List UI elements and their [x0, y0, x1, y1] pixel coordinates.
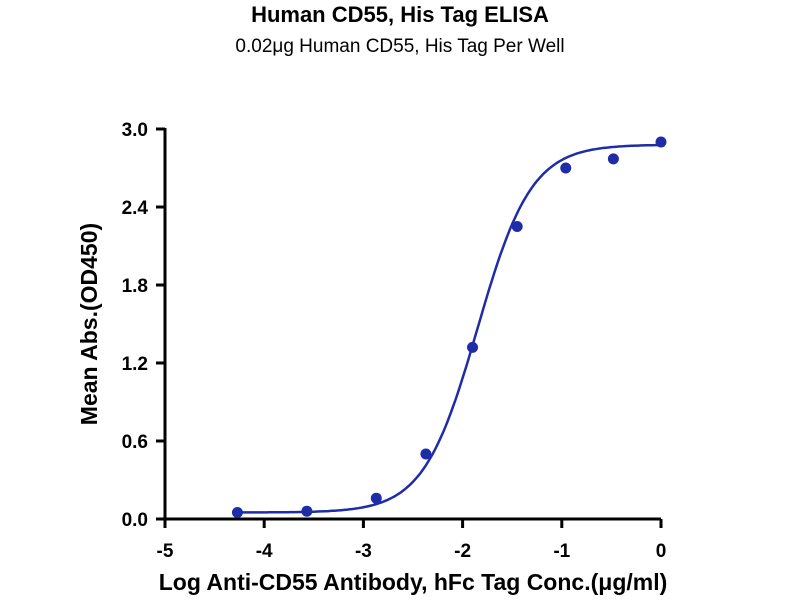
x-axis-title: Log Anti-CD55 Antibody, hFc Tag Conc.(μg… — [159, 569, 668, 595]
chart-subtitle: 0.02μg Human CD55, His Tag Per Well — [235, 36, 565, 57]
x-tick-label: 0 — [656, 541, 667, 562]
data-point — [231, 507, 243, 518]
data-point — [511, 221, 523, 232]
y-tick-label: 1.8 — [122, 276, 148, 297]
data-point — [420, 448, 432, 460]
y-tick-label: 1.2 — [122, 354, 148, 375]
chart-title: Human CD55, His Tag ELISA — [251, 2, 549, 27]
y-tick-label: 0.6 — [122, 432, 148, 453]
data-point — [370, 492, 382, 504]
y-axis-title: Mean Abs.(OD450) — [76, 223, 102, 425]
y-tick-label: 0.0 — [122, 510, 148, 531]
x-tick-label: -1 — [553, 541, 570, 562]
fit-curve — [237, 143, 661, 514]
x-tick-label: -3 — [355, 541, 372, 562]
data-point — [301, 505, 313, 517]
fit-curve-layer — [237, 143, 661, 514]
data-points-layer — [231, 136, 667, 518]
x-tick-label: -4 — [256, 541, 273, 562]
data-point — [607, 153, 619, 165]
y-tick-label: 2.4 — [122, 198, 149, 219]
data-point — [560, 162, 572, 174]
x-tick-label: -5 — [157, 541, 174, 562]
x-tick-label: -2 — [454, 541, 471, 562]
data-point — [467, 341, 479, 353]
data-point — [655, 136, 667, 148]
y-tick-label: 3.0 — [122, 120, 148, 141]
axes: -5 -4 -3 -2 -1 0 0.0 0.6 1.2 1.8 2.4 3.0 — [122, 120, 667, 562]
